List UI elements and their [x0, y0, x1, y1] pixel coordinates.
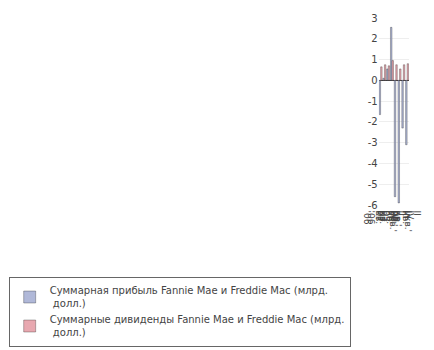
svg-text:-3: -3	[368, 137, 378, 148]
svg-text:-6: -6	[368, 200, 378, 211]
svg-text:I кв.'07: I кв.'07	[376, 211, 398, 233]
svg-text:IIIкв.'07: IIIкв.'07	[378, 211, 411, 227]
svg-text:IIIкв.'06: IIIкв.'06	[362, 211, 395, 225]
svg-text:Суммарная прибыль Fannie Mae и: Суммарная прибыль Fannie Mae и Freddie M…	[50, 285, 328, 309]
svg-text:Суммарные дивиденды Fannie Mae: Суммарные дивиденды Fannie Mae и Freddie…	[50, 314, 345, 338]
svg-text:-1: -1	[368, 96, 378, 107]
svg-text:IIкв.'07: IIкв.'07	[374, 211, 407, 227]
svg-text:IVкв.'06: IVкв.'06	[366, 211, 399, 225]
svg-text:2: 2	[371, 33, 377, 44]
svg-text:-2: -2	[368, 116, 378, 127]
svg-text:0: 0	[371, 75, 377, 86]
svg-text:-5: -5	[368, 179, 378, 190]
svg-text:IIкв.'08: IIкв.'08	[389, 211, 422, 227]
svg-text:I кв.'08: I кв.'08	[391, 211, 413, 233]
svg-text:1: 1	[371, 54, 377, 65]
svg-text:-4: -4	[368, 158, 378, 169]
svg-text:3: 3	[371, 13, 377, 24]
svg-text:IVкв.'07: IVкв.'07	[381, 211, 414, 227]
